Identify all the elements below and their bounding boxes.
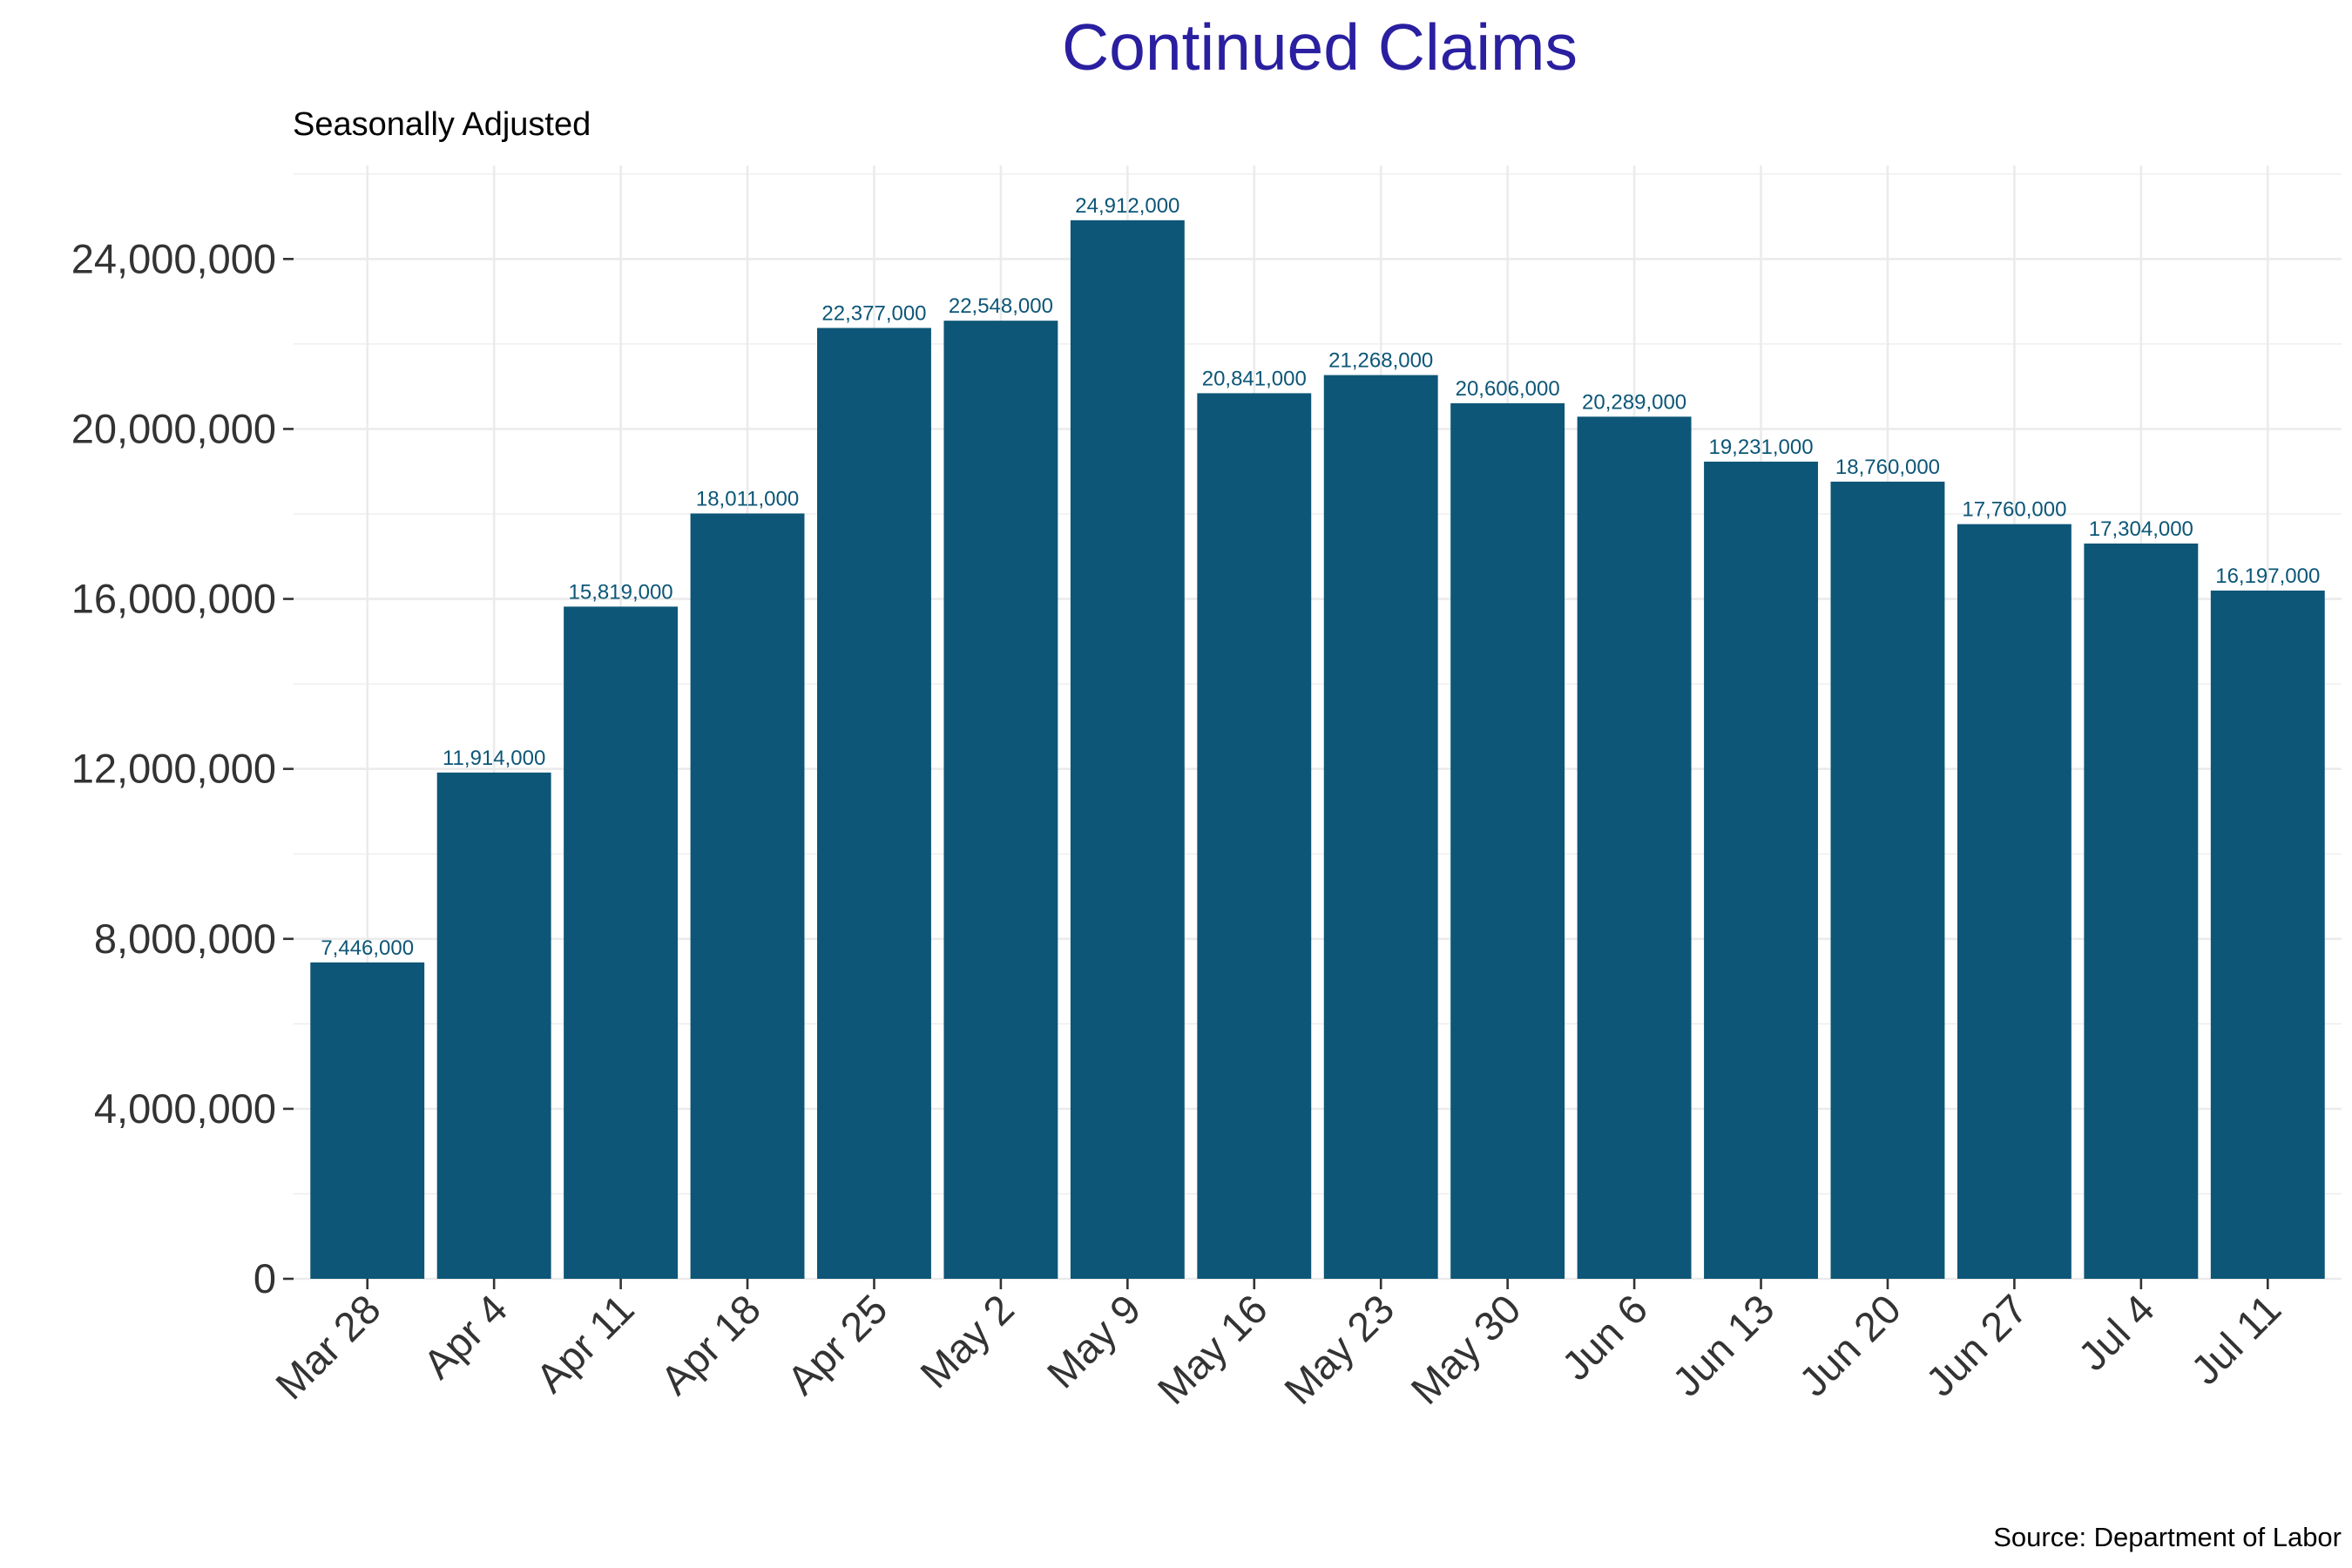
bar-data-label: 20,289,000 (1582, 390, 1686, 414)
y-tick-label: 24,000,000 (71, 235, 276, 281)
bar-data-label: 17,304,000 (2089, 517, 2193, 541)
bar-data-label: 17,760,000 (1962, 498, 2066, 522)
y-tick-label: 20,000,000 (71, 405, 276, 451)
x-tick-label: Apr 18 (652, 1286, 769, 1403)
bar-data-label: 19,231,000 (1708, 436, 1813, 459)
bar (1830, 481, 1945, 1279)
chart-title: Continued Claims (1062, 10, 1578, 84)
bar-data-label: 15,819,000 (569, 580, 673, 604)
x-tick-label: May 9 (1037, 1286, 1149, 1397)
bar (1957, 524, 2072, 1279)
chart-subtitle: Seasonally Adjusted (293, 106, 591, 143)
x-tick-label: Jul 4 (2069, 1286, 2163, 1380)
x-tick-label: May 23 (1275, 1286, 1402, 1413)
bar-data-label: 22,548,000 (949, 294, 1053, 318)
bar (310, 962, 425, 1279)
x-tick-label: Apr 4 (414, 1286, 516, 1388)
x-tick-label: May 30 (1402, 1286, 1529, 1413)
bar-data-label: 11,914,000 (443, 747, 545, 770)
x-tick-label: Jun 20 (1790, 1286, 1909, 1405)
y-tick-label: 4,000,000 (94, 1085, 276, 1132)
x-tick-label: Jun 27 (1916, 1286, 2036, 1405)
bar (1450, 402, 1565, 1279)
bar (436, 772, 551, 1279)
bar-data-label: 20,606,000 (1456, 377, 1560, 401)
x-tick-label: Jun 13 (1663, 1286, 1782, 1405)
bar-data-label: 20,841,000 (1202, 367, 1307, 390)
bar (690, 513, 805, 1279)
x-tick-label: Mar 28 (267, 1286, 389, 1409)
bar (1323, 375, 1438, 1279)
bar (1070, 220, 1185, 1279)
bar-data-label: 18,760,000 (1835, 456, 1940, 479)
bar-data-label: 22,377,000 (821, 301, 926, 325)
y-tick-label: 0 (253, 1255, 276, 1301)
x-tick-label: Apr 25 (778, 1286, 896, 1403)
x-axis: Mar 28 Apr 4 Apr 11 Apr 18 Apr 25 May 2 May 9M… (267, 1279, 2289, 1413)
bar-data-label: 21,268,000 (1328, 349, 1433, 373)
x-tick-label: Apr 11 (527, 1286, 643, 1402)
y-tick-label: 16,000,000 (71, 576, 276, 622)
y-tick-label: 8,000,000 (94, 916, 276, 962)
x-tick-label: Jun 6 (1552, 1286, 1656, 1389)
bar (817, 328, 931, 1279)
bar (2210, 590, 2325, 1279)
bar (1704, 461, 1818, 1279)
x-tick-label: May 16 (1148, 1286, 1275, 1413)
bar (1577, 416, 1692, 1279)
bar (564, 606, 679, 1279)
y-axis: 0 4,000,000 8,000,000 12,000,000 16,000,000 2… (71, 235, 294, 1301)
bar (2084, 543, 2199, 1279)
bar-data-label: 16,197,000 (2215, 564, 2320, 588)
data-labels: 7,446,000 11,914,000 15,819,000 18,011,000 2… (321, 194, 2320, 960)
bar (943, 321, 1058, 1280)
bar-data-label: 7,446,000 (321, 936, 414, 960)
x-tick-label: May 2 (911, 1286, 1023, 1397)
y-tick-label: 12,000,000 (71, 746, 276, 792)
bar-data-label: 24,912,000 (1075, 194, 1179, 218)
x-tick-label: Jul 11 (2182, 1286, 2290, 1394)
chart-caption: Source: Department of Labor (1993, 1522, 2342, 1552)
bar-data-label: 18,011,000 (696, 487, 799, 510)
bar (1197, 393, 1312, 1279)
bars (310, 220, 2325, 1280)
